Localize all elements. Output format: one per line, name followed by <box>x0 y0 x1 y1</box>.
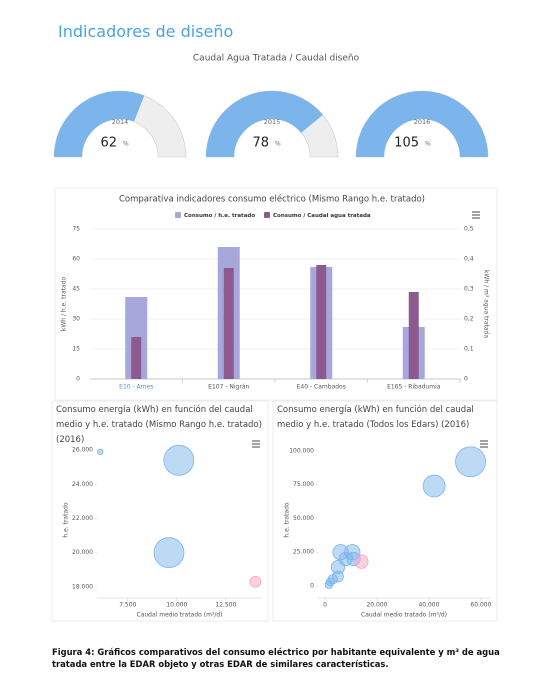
gauge-unit: % <box>275 141 281 148</box>
gauge-value: 78 <box>252 136 269 151</box>
bar-title: Comparativa indicadores consumo eléctric… <box>119 194 425 205</box>
y-tick-label: 50.000 <box>293 515 314 522</box>
y-tick-label: 75 <box>72 226 80 233</box>
heading: Indicadores de diseño <box>58 22 234 41</box>
y-tick-label: 20.000 <box>72 549 93 556</box>
gauge-value: 62 <box>100 136 117 151</box>
y2-tick-label: 0,2 <box>464 316 474 323</box>
gauge-value: 105 <box>394 136 419 151</box>
x-tick-label: 40.000 <box>418 602 439 609</box>
y2-tick-label: 0 <box>464 376 468 383</box>
y-tick-label: 75.000 <box>293 481 314 488</box>
y-tick-label: 22.000 <box>72 515 93 522</box>
x-tick-label: E165 - Ribadumia <box>387 384 441 391</box>
legend-label: Consumo / h.e. tratado <box>184 213 255 219</box>
gauge-fill <box>54 90 145 157</box>
y-axis-title: h.e. tratado <box>284 502 291 538</box>
caption: Figura 4: Gráficos comparativos del cons… <box>52 647 500 669</box>
frame <box>51 400 269 622</box>
bar <box>223 268 234 379</box>
y-tick-label: 18.000 <box>72 583 93 590</box>
y-tick-label: 26.000 <box>72 447 93 454</box>
gauge-label: 2015 <box>264 118 281 126</box>
y2-tick-label: 0,3 <box>464 286 474 293</box>
frame <box>272 400 498 622</box>
y-axis-title: h.e. tratado <box>63 502 70 538</box>
bubble <box>422 474 446 498</box>
menu-icon[interactable] <box>480 440 488 448</box>
y2-tick-label: 0,5 <box>464 226 474 233</box>
bubble <box>455 446 486 478</box>
x-tick-label: E107 - Nigrán <box>208 384 249 391</box>
x-tick-label: 20.000 <box>366 602 387 609</box>
bubble <box>163 444 195 476</box>
bubble-title: Consumo energía (kWh) en función del cau… <box>277 405 474 430</box>
gauge-unit: % <box>425 141 431 148</box>
menu-icon[interactable] <box>472 211 480 219</box>
frame <box>54 187 498 401</box>
x-tick-label: 60.000 <box>470 602 491 609</box>
y-tick-label: 25.000 <box>293 549 314 556</box>
x-tick-label: E10 - Ames <box>119 384 153 391</box>
bubble <box>354 554 369 569</box>
y-tick-label: 60 <box>72 256 80 263</box>
y-tick-label: 0 <box>76 376 80 383</box>
bubble-title: Consumo energía (kWh) en función del cau… <box>56 405 262 445</box>
legend-swatch <box>175 212 181 218</box>
bubble <box>153 537 185 569</box>
x-tick-label: 12.500 <box>215 602 236 609</box>
gauge-label: 2014 <box>112 118 129 126</box>
y-tick-label: 0 <box>310 582 314 589</box>
bubble <box>324 580 334 589</box>
y-tick-label: 15 <box>72 346 80 353</box>
y-tick-label: 100.000 <box>289 447 314 454</box>
bubble <box>97 448 104 455</box>
y-tick-label: 24.000 <box>72 481 93 488</box>
bar <box>316 265 327 379</box>
gauge-label: 2016 <box>414 118 431 126</box>
gauge-title: Caudal Agua Tratada / Caudal diseño <box>193 54 360 64</box>
x-axis-title: Caudal medio tratado (m³/d) <box>361 612 447 619</box>
menu-icon[interactable] <box>252 440 260 448</box>
y2-tick-label: 0,1 <box>464 346 474 353</box>
y2-axis-title: kWh / m³ agua tratada <box>483 270 490 338</box>
y-tick-label: 45 <box>72 286 80 293</box>
bar <box>131 337 142 379</box>
bubble <box>249 575 262 588</box>
y-axis-title: kWh / h.e. tratado <box>61 277 68 332</box>
x-tick-label: 0 <box>323 602 327 609</box>
gauge-fill <box>356 91 488 157</box>
y2-tick-label: 0,4 <box>464 256 474 263</box>
x-tick-label: E40 - Cambados <box>297 384 346 391</box>
y-tick-label: 30 <box>72 316 80 323</box>
x-axis-title: Caudal medio tratado (m³/d) <box>137 612 223 619</box>
x-tick-label: 10.000 <box>166 602 187 609</box>
bar <box>408 292 419 379</box>
legend-label: Consumo / Caudal agua tratada <box>273 213 371 219</box>
gauge-fill <box>206 91 323 157</box>
gauge-unit: % <box>123 141 129 148</box>
x-tick-label: 7.500 <box>119 602 136 609</box>
legend-swatch <box>264 212 270 218</box>
